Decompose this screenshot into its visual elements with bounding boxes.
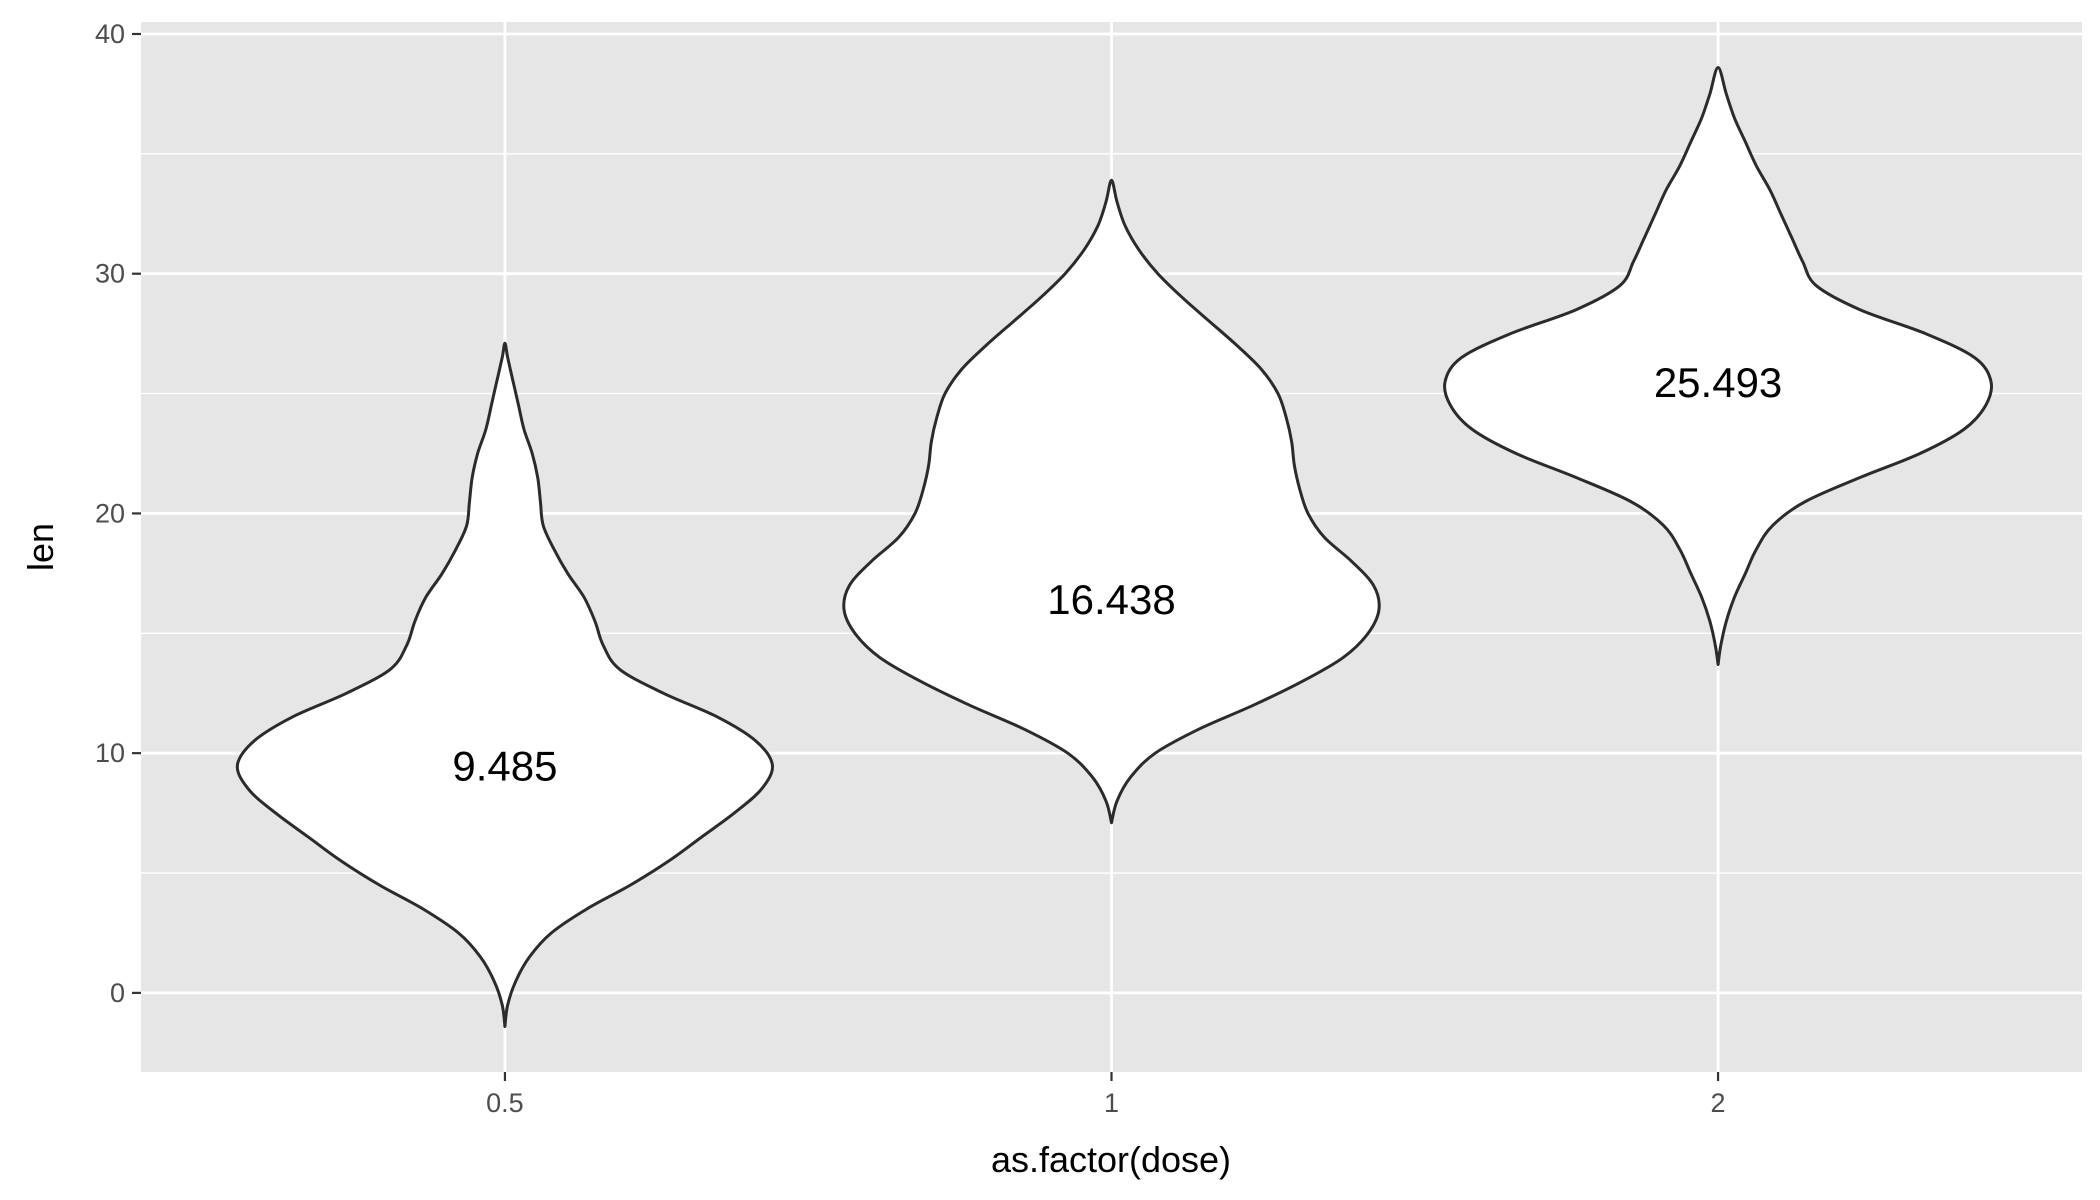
violin-2 [1443, 66, 1994, 666]
x-tick-label-0.5: 0.5 [486, 1088, 524, 1118]
y-tick-label-40: 40 [95, 19, 125, 49]
violin-0.5 [235, 341, 774, 1028]
y-tick-label-20: 20 [95, 498, 125, 528]
y-axis-title: len [20, 523, 61, 571]
violin-label-0.5: 9.485 [452, 743, 557, 790]
y-tick-label-10: 10 [95, 738, 125, 768]
y-tick-label-0: 0 [110, 978, 125, 1008]
y-tick-label-30: 30 [95, 259, 125, 289]
violin-label-1: 16.438 [1047, 576, 1175, 623]
x-tick-label-1: 1 [1104, 1088, 1119, 1118]
violin-value-labels: 9.485 16.438 25.493 [452, 359, 1782, 790]
y-axis: 0 10 20 30 40 [95, 19, 141, 1008]
x-axis-title: as.factor(dose) [991, 1139, 1231, 1180]
x-axis: 0.5 1 2 [486, 1072, 1726, 1118]
violin-series [235, 66, 1994, 1028]
violin-label-2: 25.493 [1654, 359, 1782, 406]
x-tick-label-2: 2 [1711, 1088, 1726, 1118]
violin-1 [842, 178, 1381, 825]
